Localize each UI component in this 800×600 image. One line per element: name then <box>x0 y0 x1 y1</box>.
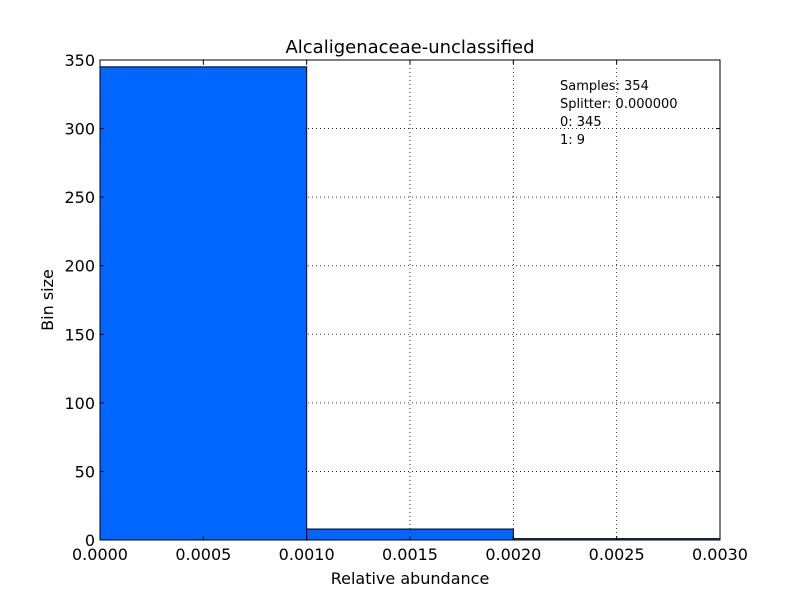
x-tick-label-2: 0.0010 <box>279 545 335 564</box>
y-tick-label-2: 100 <box>64 394 95 413</box>
bars-group <box>99 66 721 541</box>
x-tick-label-6: 0.0030 <box>692 545 748 564</box>
x-tick-label-1: 0.0005 <box>175 545 231 564</box>
x-tick-label-0: 0.0000 <box>72 545 128 564</box>
x-tick-labels: 0.0000 0.0005 0.0010 0.0015 0.0020 0.0025 0.00… <box>72 545 748 564</box>
y-tick-label-7: 350 <box>64 51 95 70</box>
annotation-line-0: Samples: 354 <box>560 79 649 94</box>
x-tick-label-4: 0.0020 <box>485 545 541 564</box>
histogram-bar-0 <box>99 66 308 541</box>
annotation-line-1: Splitter: 0.000000 <box>560 97 678 112</box>
chart-title: Alcaligenaceae-unclassified <box>285 37 534 58</box>
y-tick-label-5: 250 <box>64 188 95 207</box>
x-tick-label-5: 0.0025 <box>589 545 645 564</box>
annotation-box: Samples: 354 Splitter: 0.000000 0: 345 1: 9 <box>560 79 678 148</box>
y-tick-label-3: 150 <box>64 325 95 344</box>
y-tick-label-6: 300 <box>64 120 95 139</box>
x-axis-label: Relative abundance <box>331 569 490 588</box>
y-tick-label-4: 200 <box>64 257 95 276</box>
y-tick-labels: 0 50 100 150 200 250 300 350 <box>64 51 95 550</box>
annotation-line-2: 0: 345 <box>560 115 602 130</box>
y-tick-label-1: 50 <box>75 462 95 481</box>
axis-ticks <box>99 59 721 541</box>
y-axis-label: Bin size <box>38 269 57 331</box>
y-tick-label-0: 0 <box>85 531 95 550</box>
annotation-line-3: 1: 9 <box>560 133 585 148</box>
x-tick-label-3: 0.0015 <box>382 545 438 564</box>
